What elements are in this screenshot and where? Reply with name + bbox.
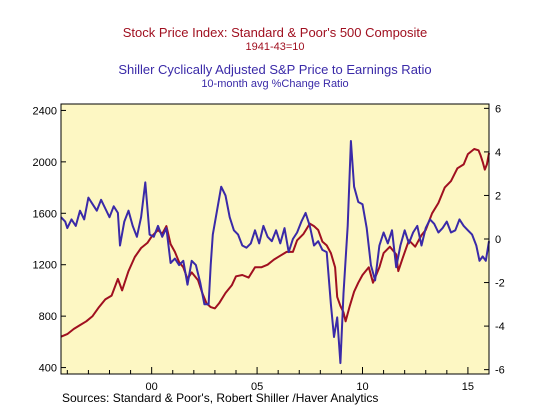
right-axis-tick-label: 4 [495, 147, 501, 159]
right-axis-tick-label: 6 [495, 103, 501, 115]
axes-layer: 400 800 1200 1600 2000 2400 -6 -4 -2 0 2 4 6 00 05 10 15 [33, 103, 505, 393]
left-axis-tick-label: 1200 [33, 260, 57, 272]
source-note: Sources: Standard & Poor's, Robert Shill… [62, 391, 379, 405]
series-layer [60, 140, 490, 365]
right-axis-tick-label: 2 [495, 190, 501, 202]
left-axis-tick-label: 800 [39, 311, 57, 323]
plot-area [61, 104, 489, 374]
chart-subtitle-left: 1941-43=10 [245, 41, 305, 53]
x-axis-tick-label: 00 [146, 381, 158, 393]
left-axis-tick-label: 400 [39, 363, 57, 375]
series-line-cape-change [60, 140, 490, 365]
x-axis-tick-label: 05 [251, 381, 263, 393]
chart-title-left: Stock Price Index: Standard & Poor's 500… [122, 25, 428, 40]
chart-title-right: Shiller Cyclically Adjusted S&P Price to… [118, 62, 432, 77]
right-axis-tick-label: 0 [495, 234, 501, 246]
left-axis-tick-label: 2400 [33, 105, 57, 117]
x-axis-tick-label: 15 [462, 381, 474, 393]
left-axis-tick-label: 2000 [33, 157, 57, 169]
right-axis-tick-label: -4 [495, 321, 505, 333]
chart-subtitle-right: 10-month avg %Change Ratio [201, 78, 349, 90]
left-axis-tick-label: 1600 [33, 208, 57, 220]
x-axis-tick-label: 10 [356, 381, 368, 393]
right-axis-tick-label: -6 [495, 365, 505, 377]
right-axis-tick-label: -2 [495, 278, 505, 290]
